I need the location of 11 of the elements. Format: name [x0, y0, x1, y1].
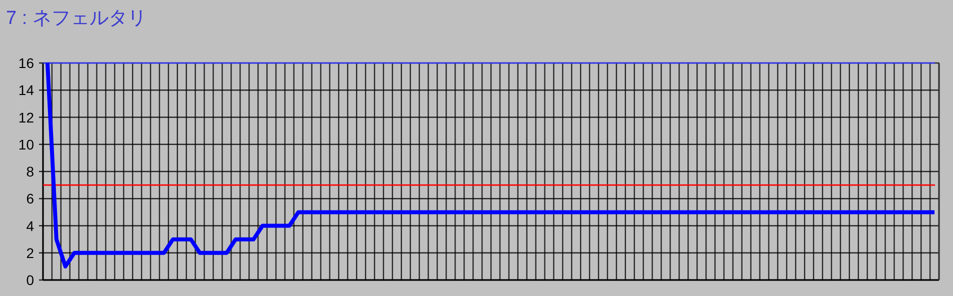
y-tick-label: 12 — [18, 109, 34, 126]
y-tick-label: 6 — [26, 190, 34, 207]
y-tick-label: 8 — [26, 164, 34, 180]
y-tick-label: 4 — [26, 218, 34, 234]
line-series — [45, 61, 937, 268]
y-tick-label: 10 — [18, 136, 34, 152]
y-tick-label: 14 — [18, 82, 34, 98]
y-tick-label: 16 — [18, 55, 34, 71]
chart-title: 7 : ネフェルタリ — [6, 8, 146, 29]
y-tick-label: 2 — [26, 244, 34, 261]
y-tick-label: 0 — [26, 272, 34, 288]
